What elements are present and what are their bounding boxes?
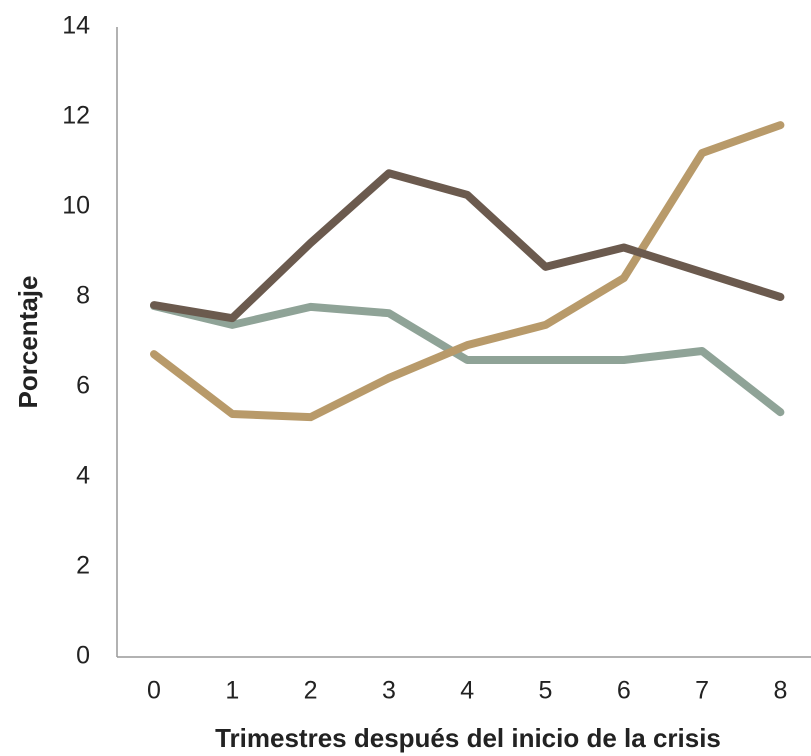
x-tick-label: 6 bbox=[617, 677, 631, 705]
y-tick-label: 4 bbox=[76, 462, 90, 490]
x-tick-label: 7 bbox=[695, 677, 709, 705]
line bbox=[150, 169, 785, 323]
y-tick-label: 12 bbox=[62, 102, 90, 130]
x-tick-label: 0 bbox=[147, 677, 161, 705]
line bbox=[150, 121, 785, 422]
x-tick-label: 4 bbox=[460, 677, 474, 705]
x-tick-label: 8 bbox=[773, 677, 787, 705]
x-tick-label: 1 bbox=[225, 677, 239, 705]
y-tick-label: 0 bbox=[76, 642, 90, 670]
y-axis-label: Porcentaje bbox=[13, 276, 43, 409]
x-axis-label: Trimestres después del inicio de la cris… bbox=[215, 723, 721, 753]
y-tick-label: 8 bbox=[76, 282, 90, 310]
y-tick-label: 2 bbox=[76, 552, 90, 580]
y-tick-label: 10 bbox=[62, 192, 90, 220]
line bbox=[150, 302, 785, 417]
x-tick-label: 3 bbox=[382, 677, 396, 705]
x-tick-label: 5 bbox=[539, 677, 553, 705]
y-tick-label: 6 bbox=[76, 372, 90, 400]
x-tick-label: 2 bbox=[304, 677, 318, 705]
y-tick-label: 14 bbox=[62, 12, 90, 40]
